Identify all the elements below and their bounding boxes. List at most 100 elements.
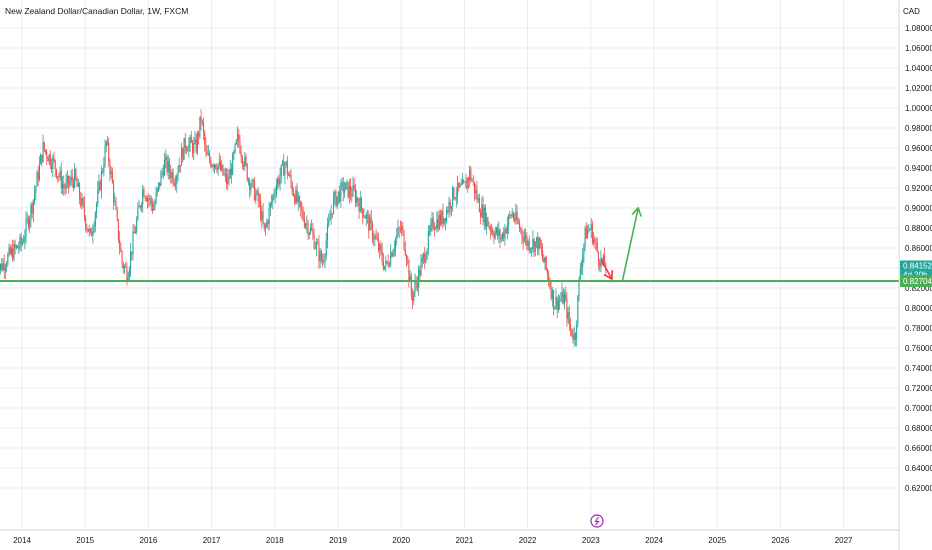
candle-body <box>591 223 593 243</box>
candle-body <box>409 276 411 281</box>
y-tick-label: 0.68000 <box>905 424 932 433</box>
candle-body <box>172 172 174 184</box>
candle-body <box>289 175 291 176</box>
candle-body <box>202 122 205 133</box>
candle-body <box>488 226 490 228</box>
candle-body <box>501 233 504 239</box>
candle-body <box>200 116 202 122</box>
candle-body <box>171 172 173 179</box>
candle-series <box>0 109 607 347</box>
candle-body <box>15 245 17 248</box>
candle-body <box>521 229 523 237</box>
candle-body <box>57 176 59 178</box>
candle-body <box>587 230 589 239</box>
candle-body <box>211 165 213 167</box>
candle-body <box>313 234 315 249</box>
candle-body <box>210 160 212 167</box>
arrow-up-shaft[interactable] <box>621 207 639 282</box>
candle-body <box>235 140 237 144</box>
candle-body <box>76 179 78 187</box>
candle-body <box>61 184 64 189</box>
candle-body <box>258 200 260 202</box>
candle-body <box>148 198 150 200</box>
candle-body <box>294 195 296 204</box>
candle-body <box>595 241 597 243</box>
candle-body <box>469 169 471 181</box>
candle-body <box>410 276 412 295</box>
candle-body <box>493 234 495 239</box>
candle-body <box>559 300 561 302</box>
arrow-down-shaft[interactable] <box>600 259 613 280</box>
candle-body <box>190 137 192 143</box>
candle-body <box>464 181 466 183</box>
candle-body <box>381 250 383 262</box>
y-tick-label: 0.88000 <box>905 224 932 233</box>
y-tick-label: 0.76000 <box>905 344 932 353</box>
candle-body <box>275 185 277 195</box>
candle-body <box>156 188 158 193</box>
candle-body <box>544 256 546 263</box>
arrow-up-head <box>631 206 642 217</box>
candle-body <box>323 260 325 263</box>
candle-body <box>268 208 270 224</box>
candle-body <box>7 254 9 265</box>
candle-body <box>487 217 489 227</box>
candle-body <box>438 215 440 230</box>
candle-body <box>314 247 316 249</box>
candle-body <box>577 295 579 325</box>
lightning-icon[interactable] <box>590 514 604 528</box>
candle-body <box>329 218 331 221</box>
candle-body <box>548 274 550 283</box>
candle-body <box>115 201 117 210</box>
y-tick-label: 1.02000 <box>905 84 932 93</box>
candle-body <box>567 312 569 319</box>
candle-body <box>477 197 479 200</box>
candle-body <box>500 238 502 240</box>
candle-body <box>448 202 450 212</box>
candle-body <box>54 160 56 170</box>
candle-body <box>162 171 164 176</box>
candle-body <box>426 249 428 258</box>
candle-body <box>196 133 198 152</box>
candle-body <box>151 204 154 211</box>
candle-body <box>407 260 409 261</box>
candle-body <box>247 179 250 181</box>
candle-body <box>403 230 405 250</box>
candle-body <box>589 229 591 231</box>
candle-body <box>467 178 470 181</box>
candle-body <box>32 199 34 214</box>
candle-body <box>546 269 549 275</box>
price-axis[interactable]: 1.08000 1.06000 1.04000 1.02000 1.00000 0.980… <box>905 24 932 493</box>
candle-body <box>308 232 310 235</box>
candle-body <box>136 219 138 232</box>
candle-body <box>332 196 335 213</box>
candle-body <box>89 229 92 231</box>
x-tick-label: 2019 <box>329 536 347 545</box>
candle-body <box>568 312 570 326</box>
candle-body <box>138 205 140 208</box>
candle-body <box>6 264 8 268</box>
y-tick-label: 0.62000 <box>905 484 932 493</box>
candle-body <box>566 298 568 319</box>
candle-body <box>551 290 553 299</box>
candle-body <box>77 183 79 187</box>
candle-body <box>85 216 87 228</box>
candle-body <box>66 176 68 181</box>
candle-body <box>206 150 208 156</box>
candle-body <box>189 137 191 144</box>
candle-body <box>480 212 482 218</box>
candle-body <box>3 262 5 271</box>
x-tick-label: 2016 <box>140 536 158 545</box>
time-axis[interactable]: 2014 2015 2016 2017 2018 2019 2020 2021 2022 2023… <box>13 536 853 545</box>
candle-body <box>535 237 538 242</box>
candle-body <box>24 236 26 242</box>
candle-body <box>342 182 344 193</box>
candle-body <box>43 142 45 150</box>
candle-body <box>367 214 369 216</box>
candle-body <box>121 251 123 264</box>
candle-body <box>401 226 403 231</box>
candle-body <box>561 291 563 300</box>
candle-body <box>374 235 376 240</box>
candle-body <box>569 325 572 330</box>
